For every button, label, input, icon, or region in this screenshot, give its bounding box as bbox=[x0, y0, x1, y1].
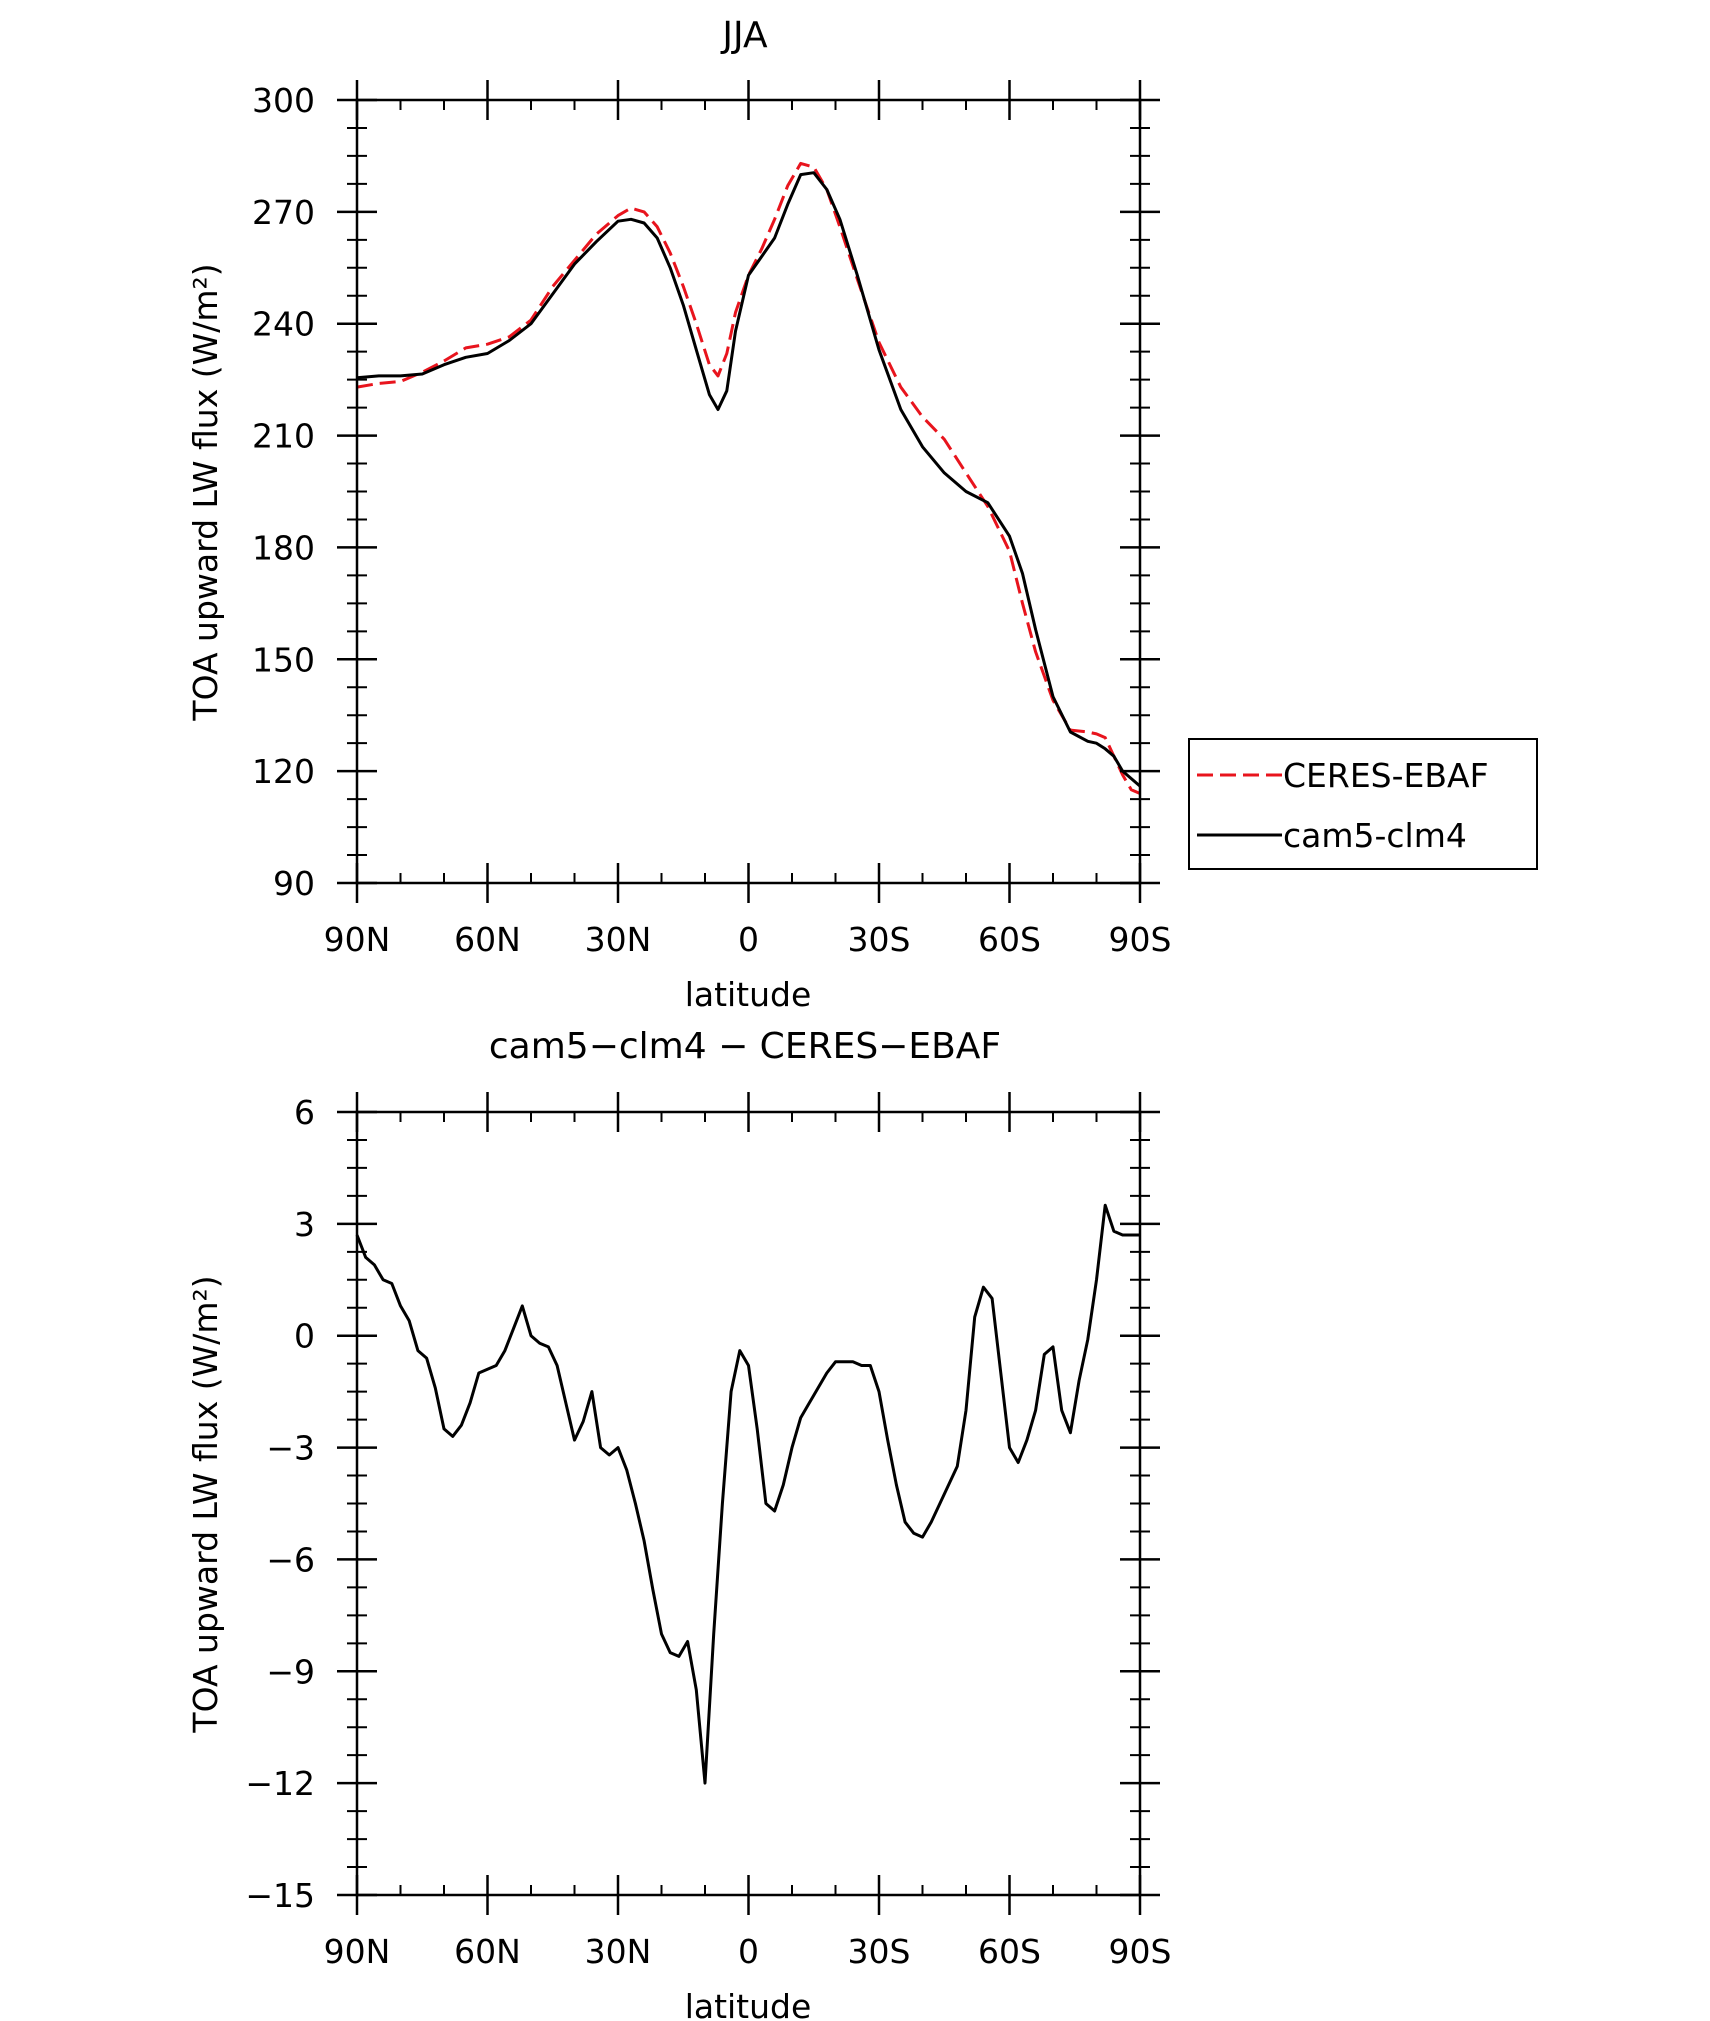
top-y-tick-label: 300 bbox=[252, 81, 315, 120]
bottom-y-tick-label: −12 bbox=[245, 1764, 315, 1803]
bottom-x-tick-label: 30S bbox=[848, 1932, 911, 1971]
bottom-y-axis-label: TOA upward LW flux (W/m²) bbox=[186, 1275, 225, 1733]
bottom-x-tick-label: 60N bbox=[454, 1932, 521, 1971]
legend-label-ceres-ebaf: CERES-EBAF bbox=[1283, 756, 1489, 795]
bottom-y-tick-label: 0 bbox=[294, 1317, 315, 1356]
top-x-axis-label: latitude bbox=[685, 975, 812, 1014]
bottom-chart-title: cam5−clm4 − CERES−EBAF bbox=[489, 1026, 1001, 1067]
top-plot-frame bbox=[355, 98, 1142, 885]
bottom-x-tick-label: 0 bbox=[738, 1932, 759, 1971]
bottom-x-tick-label: 90S bbox=[1109, 1932, 1172, 1971]
bottom-x-axis-label: latitude bbox=[685, 1987, 812, 2021]
top-y-tick-label: 150 bbox=[252, 640, 315, 679]
top-y-tick-label: 210 bbox=[252, 417, 315, 456]
top-y-tick-label: 120 bbox=[252, 752, 315, 791]
bottom-panel: cam5−clm4 − CERES−EBAF 90N 60N 30N 0 30S 60S 9… bbox=[186, 1026, 1171, 2021]
legend: CERES-EBAF cam5-clm4 bbox=[1188, 738, 1538, 870]
top-y-tick-label: 180 bbox=[252, 528, 315, 567]
top-y-tick-label: 90 bbox=[273, 864, 315, 903]
bottom-y-tick-label: −6 bbox=[266, 1540, 315, 1579]
top-x-tick-label: 30N bbox=[585, 920, 652, 959]
bottom-x-tick-label: 30N bbox=[585, 1932, 652, 1971]
top-series-line-ceres-ebaf bbox=[356, 161, 1141, 795]
bottom-x-tick-label: 90N bbox=[324, 1932, 391, 1971]
bottom-y-tick-label: −9 bbox=[266, 1652, 315, 1691]
top-x-tick-label: 60N bbox=[454, 920, 521, 959]
bottom-tick-group: 90N 60N 30N 0 30S 60S 90S 6 3 0 −3 −6 −9 −12 −15 bbox=[245, 1092, 1171, 1971]
top-y-tick-label: 270 bbox=[252, 193, 315, 232]
top-x-tick-label: 90S bbox=[1109, 920, 1172, 959]
top-y-axis-label: TOA upward LW flux (W/m²) bbox=[186, 263, 225, 721]
bottom-x-tick-label: 60S bbox=[978, 1932, 1041, 1971]
legend-label-cam5-clm4: cam5-clm4 bbox=[1283, 816, 1467, 855]
bottom-series-line-0 bbox=[355, 1203, 1140, 1785]
bottom-plot-frame bbox=[355, 1110, 1142, 1897]
legend-box bbox=[1188, 738, 1538, 870]
top-chart-title: JJA bbox=[720, 15, 768, 56]
top-x-tick-label: 30S bbox=[848, 920, 911, 959]
top-series-line-cam5-clm4 bbox=[356, 171, 1141, 788]
bottom-y-tick-label: −15 bbox=[245, 1876, 315, 1915]
bottom-y-tick-label: 3 bbox=[294, 1205, 315, 1244]
top-x-tick-label: 60S bbox=[978, 920, 1041, 959]
bottom-y-tick-label: −3 bbox=[266, 1429, 315, 1468]
top-y-tick-label: 240 bbox=[252, 305, 315, 344]
bottom-y-tick-label: 6 bbox=[294, 1093, 315, 1132]
top-x-tick-label: 0 bbox=[738, 920, 759, 959]
top-series-group bbox=[356, 161, 1141, 795]
bottom-series-group bbox=[355, 1203, 1140, 1785]
top-tick-group: 90N 60N 30N 0 30S 60S 90S 300 270 240 210 180 150 120… bbox=[252, 80, 1171, 959]
top-x-tick-label: 90N bbox=[324, 920, 391, 959]
top-panel: JJA 90N 60N 30N 0 30S 60S 90S 300 270 240 210 180 15… bbox=[186, 15, 1538, 1014]
